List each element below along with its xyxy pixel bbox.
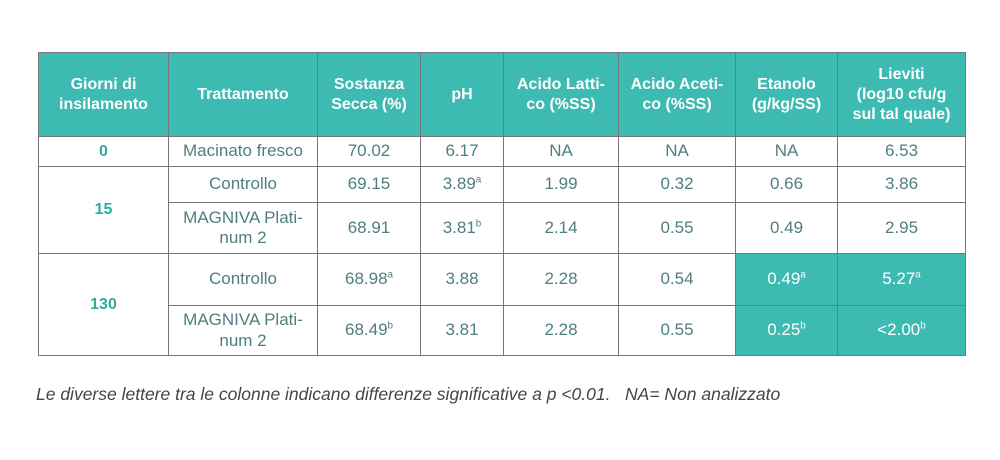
table-row-day0: 0 Macinato fresco 70.02 6.17 NA NA NA 6.… <box>38 136 966 167</box>
cell-ph: 3.81 <box>420 305 504 356</box>
table-row-day130-controllo: 130 Controllo 68.98a 3.88 2.28 0.54 0.49… <box>38 253 966 356</box>
cell-sostanza-secca: 70.02 <box>317 136 421 167</box>
cell-lieviti: 3.86 <box>837 166 966 203</box>
cell-etanolo: 0.49 <box>735 202 838 254</box>
col-header-ph: pH <box>420 52 504 137</box>
cell-etanolo: NA <box>735 136 838 167</box>
cell-lieviti: 6.53 <box>837 136 966 167</box>
silage-analysis-table: Giorni di insilamento Trattamento Sostan… <box>38 52 966 356</box>
cell-acido-acetico: 0.55 <box>618 202 736 254</box>
cell-lieviti: 2.95 <box>837 202 966 254</box>
cell-giorni: 15 <box>38 166 169 254</box>
cell-acido-acetico: NA <box>618 136 736 167</box>
cell-trattamento: Controllo <box>168 253 318 306</box>
table-header: Giorni di insilamento Trattamento Sostan… <box>38 52 966 137</box>
cell-lieviti-highlighted: 5.27a <box>837 253 966 306</box>
cell-acido-lattico: 2.28 <box>503 305 619 356</box>
col-header-giorni-insilamento: Giorni di insilamento <box>38 52 169 137</box>
cell-ph: 3.81b <box>420 202 504 254</box>
cell-acido-lattico: 2.28 <box>503 253 619 306</box>
cell-giorni: 0 <box>38 136 169 167</box>
cell-ph: 3.88 <box>420 253 504 306</box>
cell-etanolo-highlighted: 0.25b <box>735 305 838 356</box>
cell-ph: 6.17 <box>420 136 504 167</box>
col-header-trattamento: Trattamento <box>168 52 318 137</box>
cell-acido-acetico: 0.55 <box>618 305 736 356</box>
cell-sostanza-secca: 68.98a <box>317 253 421 306</box>
header-row: Giorni di insilamento Trattamento Sostan… <box>38 52 966 137</box>
col-header-acido-lattico: Acido Latti- co (%SS) <box>503 52 619 137</box>
cell-sostanza-secca: 69.15 <box>317 166 421 203</box>
cell-acido-lattico: 1.99 <box>503 166 619 203</box>
cell-etanolo-highlighted: 0.49a <box>735 253 838 306</box>
cell-acido-lattico: 2.14 <box>503 202 619 254</box>
cell-acido-lattico: NA <box>503 136 619 167</box>
table-row-day15-magniva: MAGNIVA Plati- num 2 68.91 3.81b 2.14 0.… <box>39 202 966 254</box>
cell-sostanza-secca: 68.91 <box>317 202 421 254</box>
col-header-sostanza-secca: Sostanza Secca (%) <box>317 52 421 137</box>
cell-giorni: 130 <box>38 253 169 356</box>
cell-trattamento: MAGNIVA Plati- num 2 <box>168 305 318 356</box>
col-header-lieviti: Lieviti (log10 cfu/g sul tal quale) <box>837 52 966 137</box>
cell-acido-acetico: 0.54 <box>618 253 736 306</box>
cell-etanolo: 0.66 <box>735 166 838 203</box>
cell-sostanza-secca: 68.49b <box>317 305 421 356</box>
cell-trattamento: Macinato fresco <box>168 136 318 167</box>
cell-trattamento: MAGNIVA Plati- num 2 <box>168 202 318 254</box>
col-header-acido-acetico: Acido Aceti- co (%SS) <box>618 52 736 137</box>
table-row-day130-magniva: MAGNIVA Plati- num 2 68.49b 3.81 2.28 0.… <box>39 305 966 356</box>
col-header-etanolo: Etanolo (g/kg/SS) <box>735 52 838 137</box>
table-row-day15-controllo: 15 Controllo 69.15 3.89a 1.99 0.32 0.66 … <box>38 166 966 254</box>
cell-trattamento: Controllo <box>168 166 318 203</box>
cell-acido-acetico: 0.32 <box>618 166 736 203</box>
cell-ph: 3.89a <box>420 166 504 203</box>
cell-lieviti-highlighted: <2.00b <box>837 305 966 356</box>
silage-analysis-table-container: Giorni di insilamento Trattamento Sostan… <box>38 52 966 356</box>
significance-footnote: Le diverse lettere tra le colonne indica… <box>36 383 781 404</box>
table-body: 0 Macinato fresco 70.02 6.17 NA NA NA 6.… <box>38 136 966 356</box>
